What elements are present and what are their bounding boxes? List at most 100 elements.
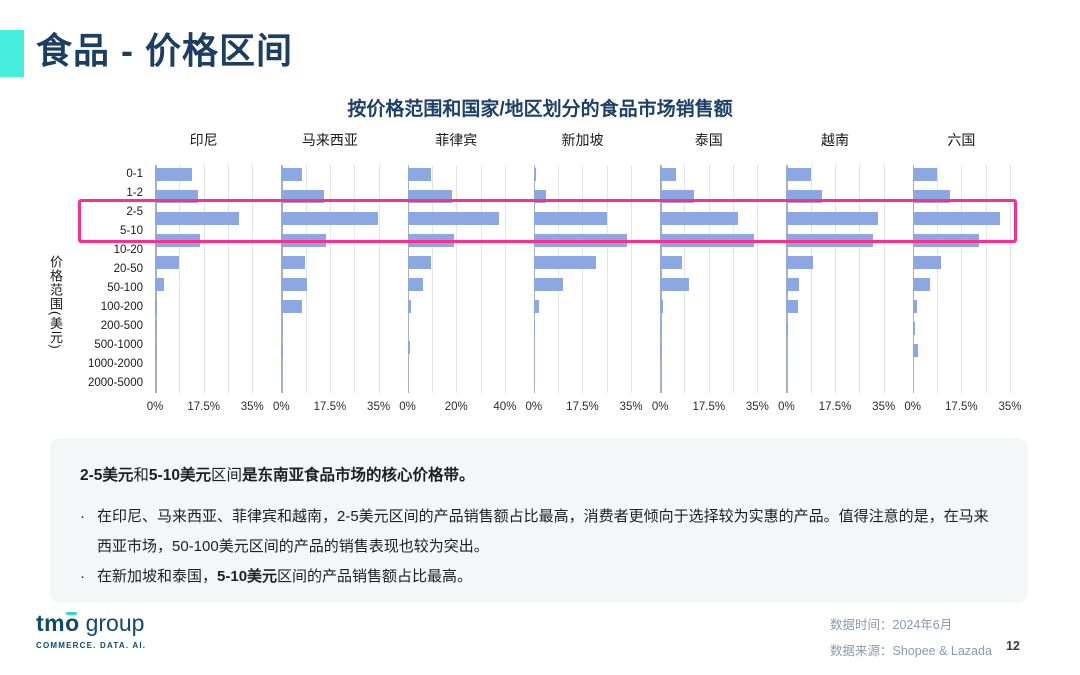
page-number: 12 bbox=[1006, 639, 1020, 653]
bar bbox=[281, 190, 324, 203]
bar bbox=[281, 234, 327, 247]
x-tick-label: 17.5% bbox=[945, 401, 978, 413]
bar bbox=[281, 278, 308, 291]
plot-area bbox=[660, 165, 759, 393]
bar-row bbox=[533, 322, 631, 341]
bar bbox=[786, 278, 799, 291]
bold-text: 是东南亚食品市场的核心价格带。 bbox=[241, 467, 475, 484]
gridline bbox=[708, 165, 710, 393]
plot-area bbox=[533, 165, 633, 393]
bar bbox=[155, 344, 157, 357]
logo-tm-text: tm bbox=[36, 610, 66, 636]
panel-country-label: 印尼 bbox=[189, 132, 218, 148]
bar bbox=[912, 256, 942, 269]
bar bbox=[533, 278, 564, 291]
data-source: 数据来源：Shopee & Lazada bbox=[830, 644, 992, 658]
bullet-dot: · bbox=[80, 568, 85, 585]
text: 在新加坡和泰国， bbox=[97, 568, 218, 585]
bar bbox=[912, 322, 915, 335]
page-title: 食品 - 价格区间 bbox=[36, 30, 293, 71]
bar-row bbox=[912, 212, 1010, 231]
category-label: 10-20 bbox=[113, 244, 143, 256]
x-tick-label: 17.5% bbox=[313, 401, 347, 413]
chart-panel: 印尼 0% 17.5% 35% bbox=[147, 127, 264, 419]
bar-row bbox=[281, 344, 378, 363]
bar bbox=[786, 256, 814, 269]
x-axis-ticks: 0% 17.5% 35% bbox=[273, 393, 390, 419]
x-axis-ticks: 0% 17.5% 35% bbox=[652, 393, 769, 419]
bar bbox=[786, 168, 811, 181]
bar-row bbox=[786, 212, 883, 231]
bar bbox=[281, 322, 283, 335]
bar bbox=[533, 168, 536, 181]
bar-row bbox=[660, 322, 757, 341]
x-tick-label: 0% bbox=[146, 401, 164, 413]
bold-text: 2-5美元 bbox=[80, 467, 134, 484]
bar-row bbox=[155, 322, 252, 341]
bar bbox=[155, 256, 180, 269]
bullet-text: 在新加坡和泰国，5-10美元区间的产品销售额占比最高。 bbox=[97, 562, 998, 592]
bar-row bbox=[281, 256, 378, 275]
bar-row bbox=[155, 278, 252, 297]
bar-row bbox=[912, 278, 1010, 297]
text: 在印尼、马来西亚、菲律宾和越南，2-5美元区间的产品销售额占比最高，消费者更倾向… bbox=[97, 508, 989, 555]
x-tick-label: 40% bbox=[493, 401, 517, 413]
bar-row bbox=[407, 256, 505, 275]
x-tick-label: 0% bbox=[904, 401, 921, 413]
bar bbox=[155, 234, 201, 247]
gridline bbox=[252, 165, 254, 393]
bar-row bbox=[660, 344, 757, 363]
bar bbox=[407, 234, 454, 247]
bar bbox=[533, 234, 627, 247]
panels: 印尼 0% 17.5% 35% 马来西亚 0% 17.5% 35% 菲律宾 0% 20% 40% 新加坡… bbox=[147, 127, 1022, 419]
bar bbox=[407, 341, 410, 354]
bar bbox=[912, 278, 931, 291]
bar bbox=[533, 322, 535, 335]
bar bbox=[912, 190, 951, 203]
gridline bbox=[227, 165, 229, 393]
bar bbox=[407, 212, 499, 225]
gridline bbox=[480, 165, 482, 393]
gridline bbox=[504, 165, 506, 393]
bar bbox=[660, 168, 677, 181]
x-tick-label: 0% bbox=[778, 401, 795, 413]
price-range-chart: 价格范围(美元) 0-1 1-2 2-5 5-10 10-20 20-50 50-100 10… bbox=[40, 127, 1030, 427]
bar bbox=[407, 278, 424, 291]
bar-row bbox=[155, 300, 252, 319]
bar bbox=[660, 234, 754, 247]
bar bbox=[912, 344, 918, 357]
panel-country-label: 菲律宾 bbox=[435, 132, 478, 148]
x-tick-label: 35% bbox=[367, 401, 391, 413]
x-axis-ticks: 0% 17.5% 35% bbox=[904, 393, 1021, 419]
x-tick-label: 17.5% bbox=[692, 401, 726, 413]
insight-bullets: · 在印尼、马来西亚、菲律宾和越南，2-5美元区间的产品销售额占比最高，消费者更倾… bbox=[80, 502, 998, 592]
bar bbox=[786, 300, 799, 313]
bar bbox=[786, 322, 788, 335]
bar-row bbox=[912, 344, 1010, 363]
bar bbox=[533, 212, 607, 225]
gridline bbox=[203, 165, 205, 393]
bar-row bbox=[407, 212, 505, 231]
logo-macron-accent bbox=[66, 612, 78, 615]
bar bbox=[281, 256, 306, 269]
x-tick-label: 17.5% bbox=[566, 401, 599, 413]
text: 区间 bbox=[210, 467, 242, 484]
bar bbox=[407, 168, 432, 181]
gridline bbox=[883, 165, 885, 393]
x-tick-label: 0% bbox=[399, 401, 416, 413]
bar bbox=[155, 190, 198, 203]
gridline bbox=[859, 165, 861, 393]
gridline bbox=[961, 165, 963, 393]
panel-country-label: 越南 bbox=[821, 132, 850, 148]
text: 和 bbox=[133, 467, 149, 484]
bar-row bbox=[155, 212, 252, 231]
gridline bbox=[606, 165, 608, 393]
panel-country-label: 新加坡 bbox=[561, 132, 604, 148]
x-axis-ticks: 0% 17.5% 35% bbox=[526, 393, 643, 419]
category-label: 2-5 bbox=[126, 206, 143, 218]
bullet-text: 在印尼、马来西亚、菲律宾和越南，2-5美元区间的产品销售额占比最高，消费者更倾向… bbox=[97, 502, 998, 562]
bar-row bbox=[786, 168, 883, 187]
bar bbox=[660, 212, 738, 225]
bar-row bbox=[155, 344, 252, 363]
tmo-group-logo: tmo group COMMERCE. DATA. AI. bbox=[36, 610, 146, 650]
